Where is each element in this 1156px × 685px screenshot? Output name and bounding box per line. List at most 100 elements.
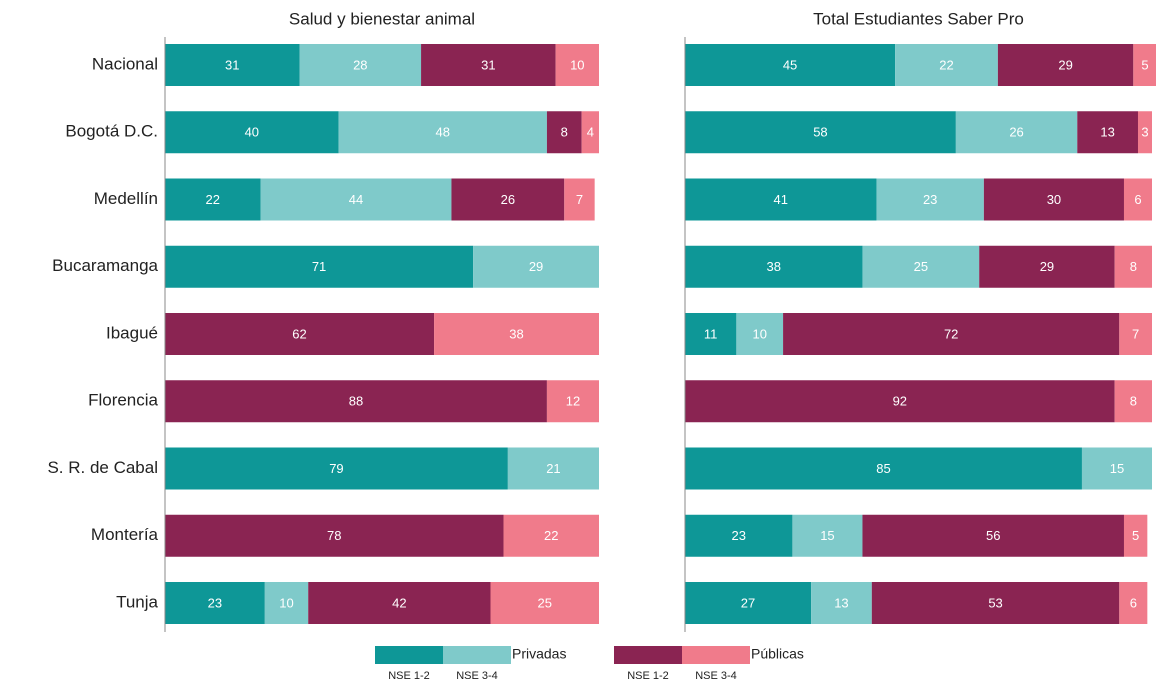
- bar-segment: [685, 178, 877, 221]
- bar-segment: [490, 582, 599, 624]
- bar-segment: [264, 582, 309, 624]
- category-label: Ibagué: [106, 323, 158, 342]
- category-label: S. R. de Cabal: [47, 458, 158, 477]
- data-label: 22: [939, 57, 953, 72]
- bar-segment: [503, 514, 599, 557]
- bar-segment: [685, 380, 1115, 423]
- data-label: 44: [349, 192, 363, 207]
- data-label: 56: [986, 528, 1000, 543]
- bar-segment: [308, 582, 491, 624]
- bar-segment: [811, 582, 872, 624]
- bar-segment: [685, 111, 956, 154]
- bar-segment: [685, 582, 812, 624]
- data-label: 41: [774, 192, 788, 207]
- data-label: 72: [944, 326, 958, 341]
- bar-segment: [685, 245, 863, 288]
- legend-sublabel: NSE 3-4: [695, 670, 737, 682]
- bar-segment: [862, 245, 980, 288]
- bar-segment: [1077, 111, 1138, 154]
- data-label: 21: [546, 461, 560, 476]
- data-label: 23: [208, 595, 222, 610]
- data-label: 29: [1058, 57, 1072, 72]
- bar-segment: [862, 514, 1124, 557]
- bar-segment: [165, 44, 300, 86]
- bar-segment: [783, 313, 1120, 355]
- bar-segment: [546, 380, 599, 423]
- bar-segment: [685, 514, 793, 557]
- data-label: 12: [566, 394, 580, 409]
- data-label: 10: [279, 595, 293, 610]
- bar-segment: [165, 245, 474, 288]
- data-label: 62: [292, 326, 306, 341]
- category-label: Tunja: [116, 592, 158, 611]
- data-label: 45: [783, 57, 797, 72]
- bar-segment: [1123, 178, 1152, 221]
- legend-sublabel: NSE 3-4: [456, 670, 498, 682]
- data-label: 22: [544, 528, 558, 543]
- data-label: 25: [914, 259, 928, 274]
- category-label: Nacional: [92, 54, 158, 73]
- data-label: 92: [893, 394, 907, 409]
- data-label: 10: [570, 57, 584, 72]
- data-label: 88: [349, 394, 363, 409]
- bar-segment: [1081, 447, 1152, 490]
- category-label: Montería: [91, 525, 159, 544]
- legend-swatch: [614, 646, 682, 664]
- bar-segment: [165, 313, 435, 355]
- data-label: 25: [538, 595, 552, 610]
- data-label: 71: [312, 259, 326, 274]
- bar-segment: [979, 245, 1115, 288]
- data-label: 30: [1047, 192, 1061, 207]
- bar-segment: [997, 44, 1134, 86]
- data-label: 10: [752, 326, 766, 341]
- bar-segment: [1137, 111, 1152, 154]
- data-label: 5: [1141, 57, 1148, 72]
- data-label: 5: [1132, 528, 1139, 543]
- data-label: 6: [1130, 595, 1137, 610]
- data-label: 58: [813, 125, 827, 140]
- bar-segment: [1114, 245, 1152, 288]
- data-label: 31: [225, 57, 239, 72]
- data-label: 38: [766, 259, 780, 274]
- bar-segment: [165, 582, 265, 624]
- bar-segment: [736, 313, 784, 355]
- data-label: 40: [245, 125, 259, 140]
- bar-segment: [581, 111, 599, 154]
- bar-segment: [473, 245, 599, 288]
- bar-segment: [685, 313, 737, 355]
- data-label: 38: [509, 326, 523, 341]
- bar-segment: [434, 313, 599, 355]
- data-label: 8: [1130, 259, 1137, 274]
- data-label: 42: [392, 595, 406, 610]
- legend-label: Privadas: [512, 646, 566, 662]
- bar-segment: [421, 44, 556, 86]
- bar-segment: [1114, 380, 1152, 423]
- legend-label: Públicas: [751, 646, 804, 662]
- data-label: 23: [923, 192, 937, 207]
- bar-segment: [555, 44, 599, 86]
- legend-swatch: [682, 646, 750, 664]
- bar-segment: [546, 111, 582, 154]
- data-label: 28: [353, 57, 367, 72]
- data-label: 3: [1141, 125, 1148, 140]
- data-label: 48: [436, 125, 450, 140]
- data-label: 79: [329, 461, 343, 476]
- data-label: 7: [1132, 326, 1139, 341]
- data-label: 27: [741, 595, 755, 610]
- data-label: 13: [1100, 125, 1114, 140]
- data-label: 8: [561, 125, 568, 140]
- data-label: 13: [834, 595, 848, 610]
- category-label: Bogotá D.C.: [65, 122, 158, 141]
- category-label: Florencia: [88, 391, 158, 410]
- bar-segment: [1133, 44, 1156, 86]
- category-label: Medellín: [94, 189, 158, 208]
- bar-segment: [983, 178, 1124, 221]
- bar-segment: [451, 178, 565, 221]
- data-label: 31: [481, 57, 495, 72]
- data-label: 11: [704, 326, 718, 341]
- chart-title: Salud y bienestar animal: [289, 9, 475, 28]
- bar-segment: [338, 111, 547, 154]
- bar-segment: [876, 178, 984, 221]
- bar-segment: [685, 447, 1082, 490]
